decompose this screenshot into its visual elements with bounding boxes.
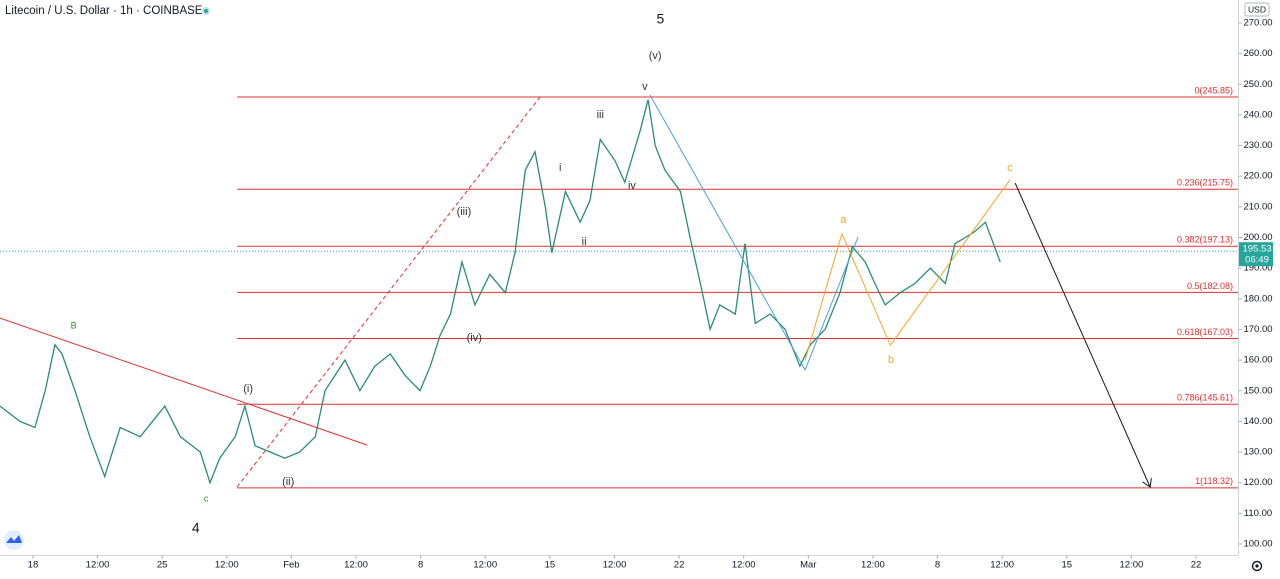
y-tick-label: 230.00 — [1243, 140, 1272, 151]
x-tick-label: 22 — [1191, 560, 1202, 571]
currency-label: USD — [1248, 4, 1266, 14]
wave-label: ii — [582, 236, 587, 248]
fib-label: 0.618(167.03) — [1177, 327, 1233, 337]
wave-label: 4 — [192, 520, 200, 536]
x-tick-label: 12:00 — [861, 560, 885, 571]
fib-label: 0.382(197.13) — [1177, 235, 1233, 245]
wave-label: (i) — [243, 383, 253, 395]
x-tick-label: 12:00 — [1119, 560, 1143, 571]
wave-label: c — [1007, 162, 1013, 174]
x-tick-label: 12:00 — [990, 560, 1014, 571]
y-tick-label: 210.00 — [1243, 201, 1272, 212]
logo-mark — [6, 535, 22, 543]
y-tick-label: 170.00 — [1243, 324, 1272, 335]
y-tick-label: 260.00 — [1243, 48, 1272, 59]
wave-label: v — [642, 81, 648, 93]
y-tick-label: 220.00 — [1243, 171, 1272, 182]
wave-label: (iii) — [457, 206, 472, 218]
wave-label: b — [888, 354, 894, 366]
trend-line — [1014, 182, 1150, 487]
status-dot — [204, 9, 208, 13]
y-tick-label: 150.00 — [1243, 385, 1272, 396]
trend-line — [804, 179, 1011, 361]
wave-label: iii — [597, 109, 604, 121]
x-tick-label: 18 — [28, 560, 39, 571]
y-tick-label: 100.00 — [1243, 538, 1272, 549]
fib-label: 1(118.32) — [1195, 476, 1233, 486]
y-tick-label: 160.00 — [1243, 355, 1272, 366]
y-tick-label: 110.00 — [1244, 508, 1272, 519]
trend-line — [649, 94, 859, 372]
wave-label: iv — [628, 180, 636, 192]
x-tick-label: Feb — [283, 560, 299, 571]
logo-bg — [4, 530, 24, 550]
fib-label: 0.5(182.08) — [1187, 281, 1233, 291]
y-tick-label: 140.00 — [1243, 416, 1272, 427]
fib-label: 0.786(145.61) — [1177, 393, 1233, 403]
gear-ring — [1251, 560, 1263, 572]
x-tick-label: 12:00 — [732, 560, 756, 571]
x-tick-label: Mar — [800, 560, 816, 571]
x-tick-label: 15 — [545, 560, 556, 571]
plot-area: 0(245.85) 0.236(215.75) 0.382(197.13) 0.5(1… — [0, 11, 1238, 536]
gear-hub — [1255, 564, 1259, 568]
settings-icon[interactable] — [1251, 560, 1263, 572]
y-tick-label: 190.00 — [1243, 263, 1272, 274]
wave-label: c — [204, 493, 209, 503]
chart-title: Litecoin / U.S. Dollar · 1h · COINBASE — [5, 5, 203, 17]
last-price-box — [1239, 242, 1273, 267]
x-tick-label: 12:00 — [344, 560, 368, 571]
x-tick-label: 12:00 — [603, 560, 627, 571]
x-tick-label: 15 — [1061, 560, 1072, 571]
fib-label: 0(245.85) — [1194, 85, 1233, 95]
x-tick-label: 12:00 — [473, 560, 497, 571]
y-tick-label: 240.00 — [1243, 109, 1272, 120]
x-tick-label: 8 — [418, 560, 423, 571]
y-tick-label: 130.00 — [1243, 447, 1272, 458]
y-tick-label: 270.00 — [1243, 18, 1272, 29]
wave-label: (v) — [649, 50, 662, 62]
x-tick-label: 12:00 — [215, 560, 239, 571]
y-tick-label: 200.00 — [1243, 232, 1272, 243]
x-tick-label: 12:00 — [86, 560, 110, 571]
wave-label: i — [559, 162, 561, 174]
y-tick-label: 120.00 — [1243, 477, 1272, 488]
y-tick-label: 180.00 — [1243, 293, 1272, 304]
trend-line — [236, 96, 541, 488]
trend-line — [0, 317, 368, 446]
wave-label: a — [840, 214, 847, 226]
fib-label: 0.236(215.75) — [1177, 178, 1233, 188]
wave-label: B — [71, 320, 77, 330]
x-tick-label: 25 — [157, 560, 168, 571]
y-tick-label: 250.00 — [1243, 79, 1272, 90]
price-line — [0, 99, 1001, 485]
currency-box[interactable] — [1244, 2, 1270, 17]
wave-label: (ii) — [282, 476, 294, 488]
x-tick-label: 22 — [674, 560, 685, 571]
last-price-label: 195.53 — [1242, 244, 1271, 255]
tradingview-logo[interactable] — [4, 530, 24, 550]
wave-label: 5 — [656, 11, 664, 27]
wave-label: (iv) — [467, 332, 482, 344]
x-tick-label: 8 — [935, 560, 940, 571]
countdown-label: 06:49 — [1245, 255, 1269, 266]
